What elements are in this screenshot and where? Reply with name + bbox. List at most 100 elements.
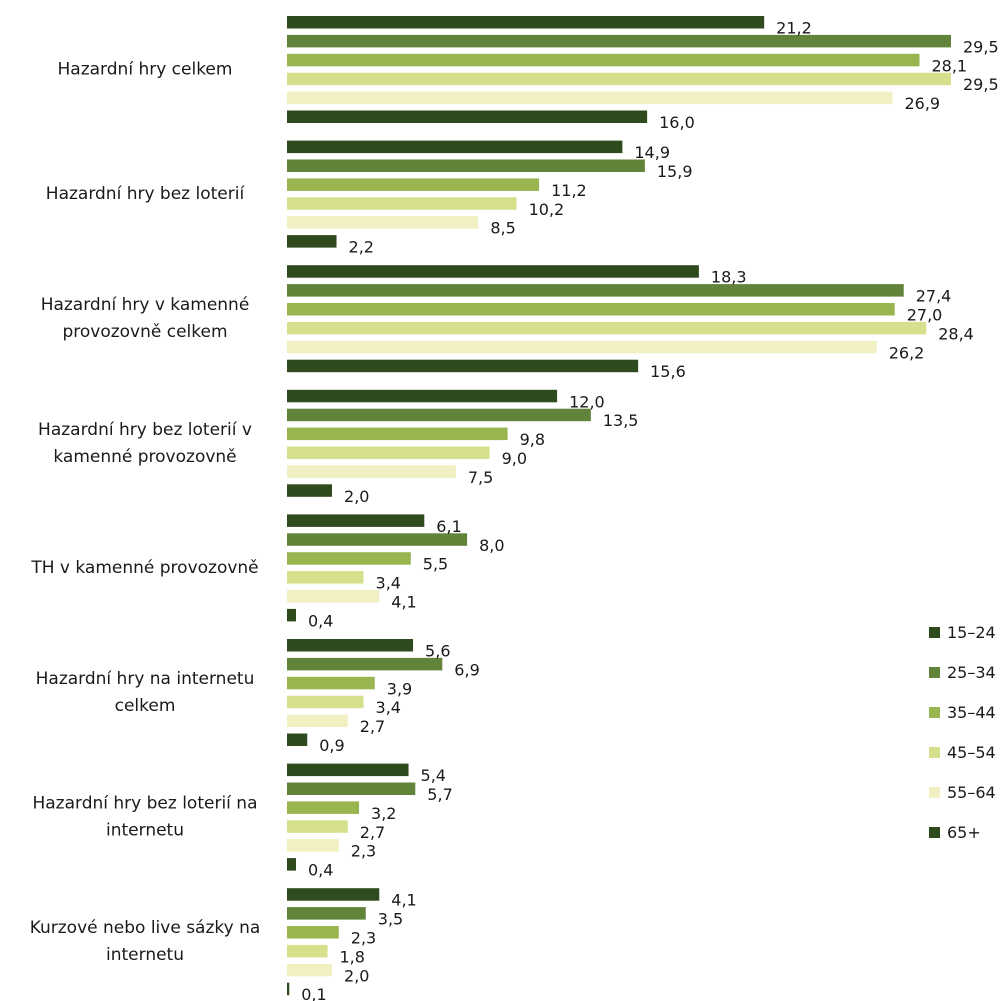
category-label: Hazardní hry celkem (58, 60, 233, 80)
value-label: 11,2 (551, 181, 587, 200)
value-label: 18,3 (711, 268, 747, 287)
value-label: 0,4 (308, 611, 333, 630)
category-label: celkem (115, 696, 176, 716)
category-label: TH v kamenné provozovně (30, 558, 258, 578)
legend-swatch (929, 667, 940, 678)
bar (287, 284, 904, 297)
value-label: 6,9 (454, 660, 479, 679)
bar (287, 265, 699, 278)
value-label: 2,7 (360, 717, 385, 736)
bar (287, 782, 416, 795)
bar (287, 801, 360, 814)
value-label: 12,0 (569, 392, 605, 411)
bar (287, 944, 328, 958)
legend-label: 15–24 (947, 623, 996, 642)
bar (287, 91, 893, 105)
legend-swatch (929, 627, 940, 638)
bar (287, 907, 366, 920)
legend-swatch (929, 747, 940, 758)
category-label: Hazardní hry v kamenné (41, 295, 250, 315)
value-label: 9,8 (520, 430, 545, 449)
value-label: 27,4 (916, 287, 952, 306)
value-label: 2,7 (360, 823, 385, 842)
value-label: 4,1 (391, 593, 416, 612)
value-label: 0,9 (319, 736, 344, 755)
legend-swatch (929, 827, 940, 838)
value-label: 15,9 (657, 162, 693, 181)
category-label: Kurzové nebo live sázky na (30, 918, 261, 938)
legend-label: 45–54 (947, 743, 996, 762)
bar (287, 963, 333, 977)
value-label: 29,5 (963, 75, 999, 94)
value-label: 26,2 (889, 343, 925, 362)
bar (287, 359, 639, 373)
bar (287, 178, 540, 191)
value-label: 3,4 (376, 574, 401, 593)
value-labels-layer: 21,2 29,528,129,5 26,9 16,0 14,915,9 11,210,2… (301, 19, 998, 1001)
legend: 15–24 25–34 35–44 45–54 55–64 65+ (929, 623, 996, 842)
value-label: 3,4 (376, 698, 401, 717)
category-label: Hazardní hry na internetu (36, 669, 255, 689)
bar (287, 926, 339, 939)
bar (287, 340, 877, 354)
legend-swatch (929, 707, 940, 718)
category-label: Hazardní hry bez loterií v (38, 420, 252, 440)
value-label: 3,2 (371, 804, 396, 823)
value-label: 3,9 (387, 679, 412, 698)
value-label: 5,7 (427, 785, 452, 804)
value-label: 26,9 (904, 94, 940, 113)
bar (287, 408, 591, 422)
value-label: 5,5 (423, 555, 448, 574)
value-label: 7,5 (468, 468, 493, 487)
value-label: 29,5 (963, 37, 999, 56)
value-label: 28,4 (938, 324, 974, 343)
value-label: 21,2 (776, 19, 812, 38)
bar (287, 733, 308, 746)
bar (287, 140, 623, 154)
category-label: internetu (106, 821, 184, 841)
bar (287, 303, 895, 316)
value-label: 5,6 (425, 642, 450, 661)
legend-label: 55–64 (947, 783, 996, 802)
value-label: 8,0 (479, 536, 504, 555)
category-label: Hazardní hry bez loterií na (32, 794, 257, 814)
bar (287, 389, 558, 403)
value-label: 2,3 (351, 842, 376, 861)
value-label: 28,1 (931, 56, 967, 75)
value-label: 2,0 (344, 966, 369, 985)
bar (287, 820, 348, 833)
bar (287, 321, 927, 335)
bar (287, 53, 920, 67)
value-label: 2,0 (344, 487, 369, 506)
category-labels-layer: Hazardní hry celkem Hazardní hry bez lote… (30, 60, 261, 966)
bar (287, 533, 468, 546)
value-label: 27,0 (907, 306, 943, 325)
bar (287, 657, 443, 671)
category-label: Hazardní hry bez loterií (46, 184, 246, 204)
bar (287, 110, 648, 123)
bar (287, 695, 364, 709)
value-label: 8,5 (490, 219, 515, 238)
bar (287, 590, 380, 603)
bar (287, 235, 337, 248)
value-label: 9,0 (502, 449, 527, 468)
category-label: kamenné provozovně (53, 447, 236, 467)
bar (287, 639, 414, 652)
legend-swatch (929, 787, 940, 798)
bar (287, 676, 375, 690)
value-label: 6,1 (436, 517, 461, 536)
bar (287, 197, 517, 210)
bar (287, 427, 508, 441)
value-label: 15,6 (650, 362, 686, 381)
bar (287, 839, 339, 852)
bar (287, 858, 297, 871)
value-label: 14,9 (634, 143, 670, 162)
legend-label: 35–44 (947, 703, 996, 722)
legend-label: 25–34 (947, 663, 996, 682)
bar (287, 465, 456, 478)
value-label: 2,3 (351, 929, 376, 948)
bar (287, 552, 411, 565)
bar (287, 714, 348, 728)
bar (287, 571, 364, 584)
